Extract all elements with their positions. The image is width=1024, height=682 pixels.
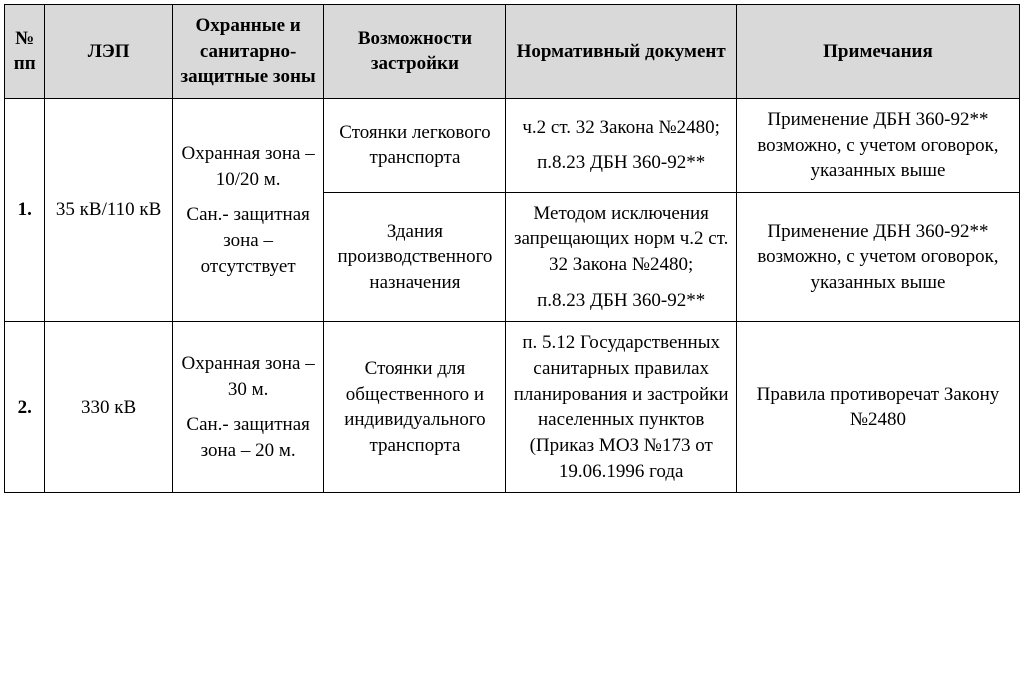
doc-line: п.8.23 ДБН 360-92** — [512, 150, 729, 176]
cell-build: Стоянки легкового транспорта — [324, 98, 506, 192]
cell-doc: п. 5.12 Государственных санитарных прави… — [506, 322, 736, 493]
cell-lep: 330 кВ — [45, 322, 172, 493]
col-header-lep: ЛЭП — [45, 5, 172, 99]
cell-note: Применение ДБН 360-92** возможно, с учет… — [736, 98, 1019, 192]
cell-note: Применение ДБН 360-92** возможно, с учет… — [736, 192, 1019, 322]
table-row: 1. 35 кВ/110 кВ Охранная зона – 10/20 м.… — [5, 98, 1020, 192]
cell-zone: Охранная зона – 30 м. Сан.- защитная зон… — [172, 322, 324, 493]
doc-line: п.8.23 ДБН 360-92** — [512, 288, 729, 314]
cell-doc: Методом исключения запрещающих норм ч.2 … — [506, 192, 736, 322]
cell-doc: ч.2 ст. 32 Закона №2480; п.8.23 ДБН 360-… — [506, 98, 736, 192]
table-row: 2. 330 кВ Охранная зона – 30 м. Сан.- за… — [5, 322, 1020, 493]
cell-num: 2. — [5, 322, 45, 493]
col-header-build: Возможности застройки — [324, 5, 506, 99]
col-header-note: Примечания — [736, 5, 1019, 99]
zone-line: Сан.- защитная зона – 20 м. — [179, 412, 318, 463]
zone-line: Охранная зона – 30 м. — [179, 351, 318, 402]
zone-line: Охранная зона – 10/20 м. — [179, 141, 318, 192]
cell-num: 1. — [5, 98, 45, 321]
cell-lep: 35 кВ/110 кВ — [45, 98, 172, 321]
lep-zones-table: № пп ЛЭП Охранные и санитарно-защитные з… — [4, 4, 1020, 493]
cell-note: Правила противоречат Закону №2480 — [736, 322, 1019, 493]
zone-line: Сан.- защитная зона – отсутствует — [179, 202, 318, 279]
doc-line: Методом исключения запрещающих норм ч.2 … — [512, 201, 729, 278]
cell-build: Стоянки для общественного и индивидуальн… — [324, 322, 506, 493]
col-header-zone: Охранные и санитарно-защитные зоны — [172, 5, 324, 99]
cell-zone: Охранная зона – 10/20 м. Сан.- защитная … — [172, 98, 324, 321]
col-header-num: № пп — [5, 5, 45, 99]
table-header-row: № пп ЛЭП Охранные и санитарно-защитные з… — [5, 5, 1020, 99]
doc-line: п. 5.12 Государственных санитарных прави… — [512, 330, 729, 484]
col-header-doc: Нормативный документ — [506, 5, 736, 99]
cell-build: Здания производственного назначения — [324, 192, 506, 322]
doc-line: ч.2 ст. 32 Закона №2480; — [512, 115, 729, 141]
